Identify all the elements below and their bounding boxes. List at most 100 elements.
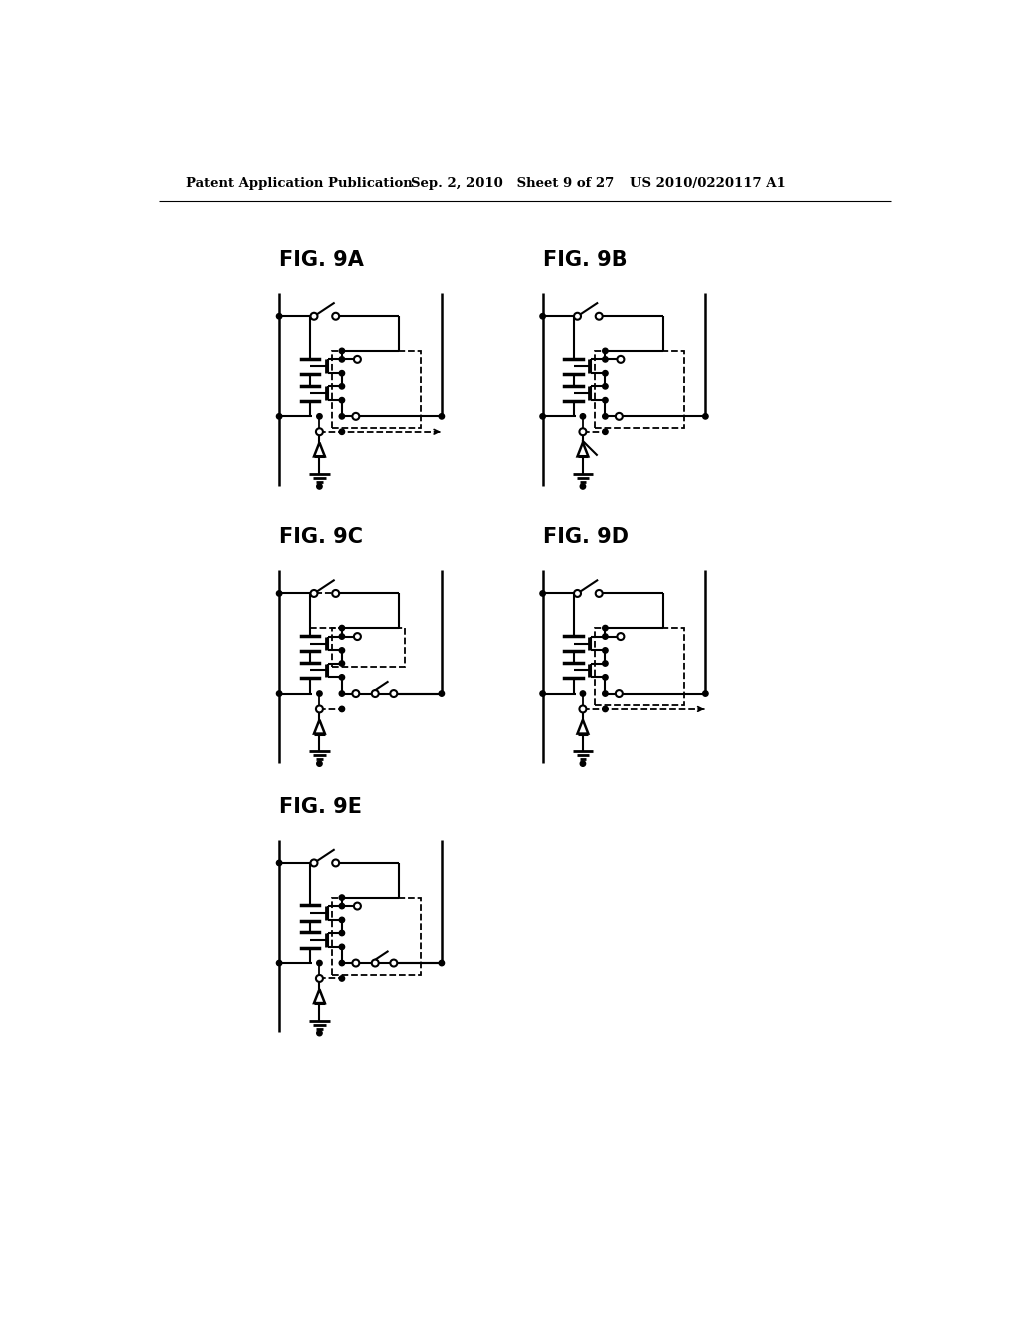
Circle shape [339,348,345,354]
Circle shape [339,384,345,389]
Circle shape [596,313,603,319]
Circle shape [339,675,345,680]
Circle shape [339,371,345,376]
Circle shape [276,690,282,696]
Circle shape [603,348,608,354]
Circle shape [339,429,345,434]
Circle shape [339,397,345,403]
Circle shape [581,760,586,767]
Circle shape [316,428,323,436]
Circle shape [580,705,587,713]
Circle shape [352,413,359,420]
Text: Patent Application Publication: Patent Application Publication [186,177,413,190]
Circle shape [596,590,603,597]
Circle shape [615,690,623,697]
Circle shape [581,690,586,696]
Circle shape [310,590,317,597]
Circle shape [354,634,360,640]
Circle shape [352,960,359,966]
Circle shape [603,384,608,389]
Circle shape [276,961,282,966]
Circle shape [540,690,546,696]
Circle shape [276,314,282,319]
Circle shape [540,314,546,319]
Circle shape [276,861,282,866]
Circle shape [316,961,323,966]
Bar [310,594,399,628]
Circle shape [316,413,323,418]
Circle shape [390,960,397,966]
Circle shape [372,690,379,697]
Circle shape [339,895,345,900]
Bar [332,898,421,974]
Circle shape [603,661,608,667]
Circle shape [332,859,339,866]
Circle shape [603,371,608,376]
Circle shape [339,356,345,362]
Circle shape [574,590,581,597]
Circle shape [354,903,360,909]
Bar [595,351,684,428]
Bar [595,628,684,705]
Circle shape [316,975,323,982]
Circle shape [316,483,323,490]
Circle shape [352,690,359,697]
Circle shape [339,648,345,653]
Text: FIG. 9D: FIG. 9D [543,527,629,548]
Circle shape [339,931,345,936]
Circle shape [339,690,345,696]
Text: FIG. 9B: FIG. 9B [543,249,628,271]
Circle shape [332,590,339,597]
Circle shape [339,961,345,966]
Circle shape [354,356,360,363]
Text: FIG. 9E: FIG. 9E [280,797,362,817]
Circle shape [540,413,546,418]
Circle shape [316,705,323,713]
Circle shape [310,859,317,866]
Circle shape [439,413,444,418]
Circle shape [339,626,345,631]
Circle shape [339,661,345,667]
Circle shape [603,626,608,631]
Circle shape [603,413,608,418]
Circle shape [603,706,608,711]
Circle shape [276,591,282,597]
Circle shape [390,690,397,697]
Text: FIG. 9C: FIG. 9C [280,527,364,548]
Bar [332,628,406,667]
Circle shape [332,313,339,319]
Circle shape [339,975,345,981]
Circle shape [581,483,586,490]
Circle shape [603,648,608,653]
Circle shape [339,706,345,711]
Circle shape [316,1031,323,1036]
Circle shape [617,634,625,640]
Circle shape [603,634,608,639]
Circle shape [310,313,317,319]
Circle shape [702,690,708,696]
Circle shape [276,413,282,418]
Text: Sep. 2, 2010   Sheet 9 of 27: Sep. 2, 2010 Sheet 9 of 27 [411,177,614,190]
Circle shape [617,356,625,363]
Circle shape [603,356,608,362]
Circle shape [439,961,444,966]
Circle shape [339,903,345,908]
Circle shape [339,413,345,418]
Circle shape [540,591,546,597]
Circle shape [372,960,379,966]
Circle shape [615,413,623,420]
Text: US 2010/0220117 A1: US 2010/0220117 A1 [630,177,786,190]
Circle shape [603,397,608,403]
Circle shape [603,429,608,434]
Circle shape [339,917,345,923]
Circle shape [574,313,581,319]
Circle shape [439,690,444,696]
Circle shape [603,690,608,696]
Circle shape [581,413,586,418]
Circle shape [316,690,323,696]
Circle shape [580,428,587,436]
Circle shape [603,675,608,680]
Text: FIG. 9A: FIG. 9A [280,249,364,271]
Circle shape [339,944,345,949]
Circle shape [702,413,708,418]
